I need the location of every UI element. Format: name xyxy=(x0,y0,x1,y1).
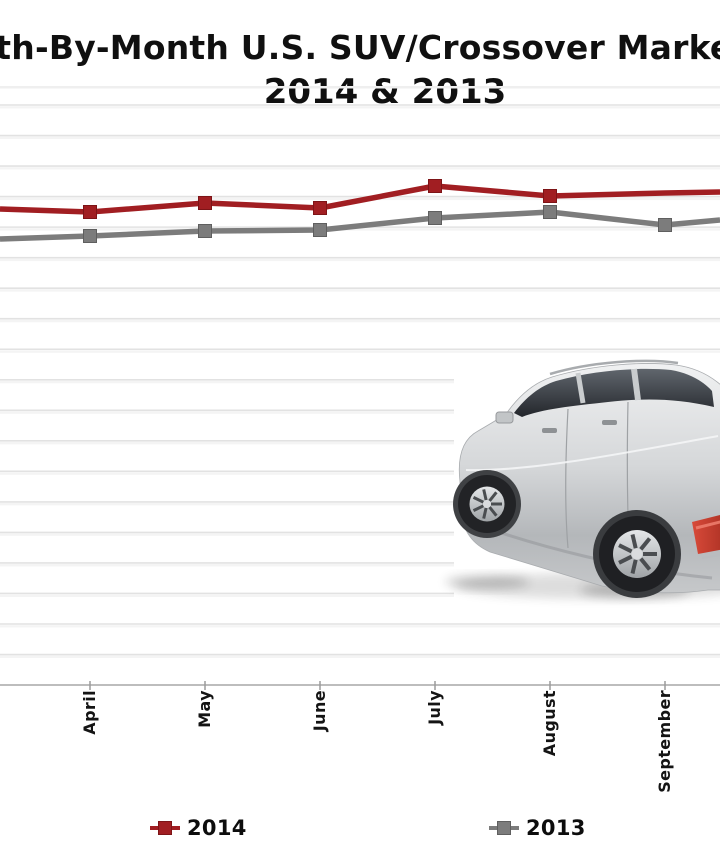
chart-title: nth-By-Month U.S. SUV/Crossover Market xyxy=(0,28,720,68)
x-axis-label-may: May xyxy=(195,690,214,728)
x-axis-label-september: September xyxy=(655,690,674,793)
x-axis-label-august: August xyxy=(540,690,559,757)
legend-marker-2014 xyxy=(150,821,180,835)
legend-item-2014: 2014 xyxy=(150,816,247,840)
legend-label-2014: 2014 xyxy=(187,816,247,840)
legend-marker-2013 xyxy=(489,821,519,835)
legend-label-2013: 2013 xyxy=(526,816,586,840)
suv-image xyxy=(445,356,720,608)
x-axis-label-july: July xyxy=(425,690,444,725)
x-axis-label-june: June xyxy=(310,690,329,732)
x-axis-label-april: April xyxy=(80,690,99,735)
legend-item-2013: 2013 xyxy=(489,816,586,840)
